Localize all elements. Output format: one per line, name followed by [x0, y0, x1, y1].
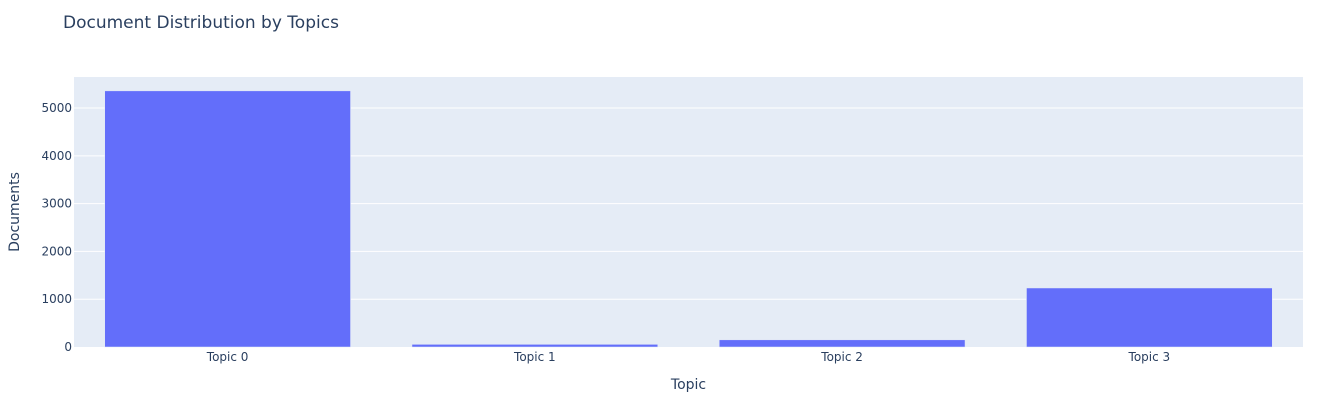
- y-axis-ticks: 0 1000 2000 3000 4000 5000: [41, 101, 72, 354]
- bar-topic-2: [718, 339, 966, 348]
- x-tick-label: Topic 3: [1128, 350, 1171, 364]
- x-tick-label: Topic 2: [820, 350, 863, 364]
- y-axis-title: Documents: [7, 172, 23, 252]
- bar-topic-3: [1026, 287, 1273, 348]
- x-axis-title: Topic: [670, 377, 706, 393]
- y-tick-label: 2000: [41, 244, 72, 258]
- y-tick-label: 1000: [41, 292, 72, 306]
- chart-title: Document Distribution by Topics: [63, 13, 339, 33]
- bar-topic-1: [411, 344, 659, 348]
- x-tick-label: Topic 1: [513, 350, 556, 364]
- y-tick-label: 4000: [41, 149, 72, 163]
- y-tick-label: 0: [64, 340, 72, 354]
- y-tick-label: 3000: [41, 197, 72, 211]
- y-tick-label: 5000: [41, 101, 72, 115]
- bar-topic-0: [104, 90, 351, 348]
- x-tick-label: Topic 0: [206, 350, 249, 364]
- bars: [104, 90, 1273, 348]
- x-axis-ticks: Topic 0 Topic 1 Topic 2 Topic 3: [206, 350, 1170, 364]
